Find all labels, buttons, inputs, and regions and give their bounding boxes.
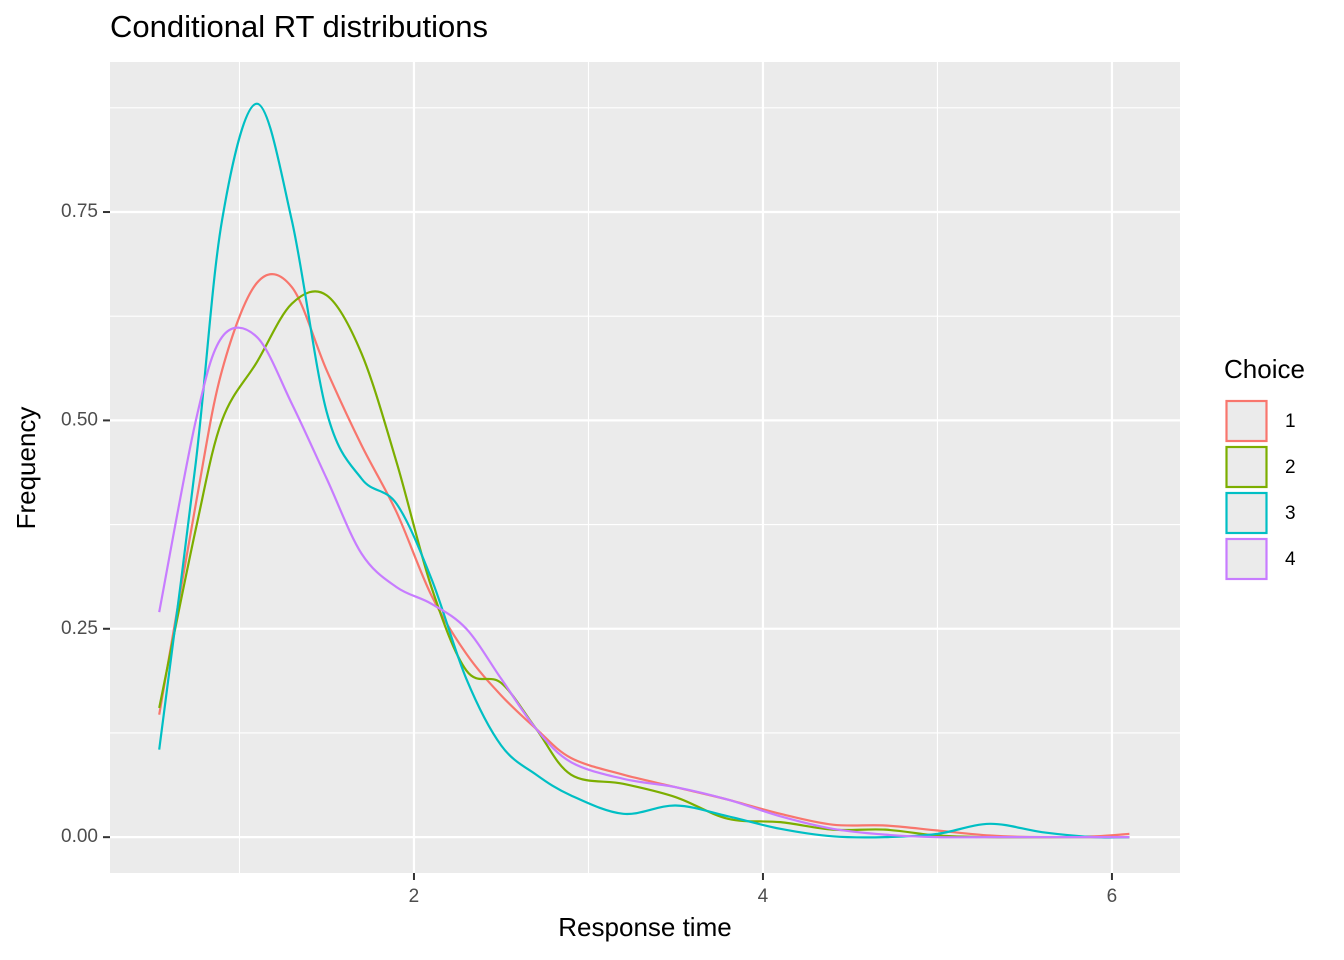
legend-key: [1225, 537, 1268, 581]
legend-label: 4: [1285, 549, 1296, 570]
x-axis-label: Response time: [558, 912, 731, 942]
legend-swatch: [1225, 399, 1268, 443]
x-tick-label: 6: [1107, 886, 1118, 907]
x-tick-label: 4: [758, 886, 769, 907]
legend-swatch: [1225, 445, 1268, 489]
density-line: [158, 273, 1130, 839]
y-tick-label: 0.75: [61, 201, 98, 222]
legend-key: [1225, 491, 1268, 535]
y-tick-label: 0.00: [61, 826, 98, 847]
chart-title: Conditional RT distributions: [110, 9, 488, 44]
legend-label: 1: [1285, 411, 1296, 432]
density-line: [158, 326, 1130, 839]
y-tick-label: 0.25: [61, 618, 98, 639]
legend-swatch: [1225, 537, 1268, 581]
panel: [110, 62, 1180, 873]
x-tick-label: 2: [409, 886, 420, 907]
legend-swatch: [1225, 491, 1268, 535]
y-axis-label: Frequency: [11, 407, 41, 530]
legend-label: 2: [1285, 457, 1296, 478]
legend-title: Choice: [1224, 354, 1305, 384]
legend-key: [1225, 399, 1268, 443]
legend-label: 3: [1285, 503, 1296, 524]
y-tick-label: 0.50: [61, 409, 98, 430]
legend-key: [1225, 445, 1268, 489]
